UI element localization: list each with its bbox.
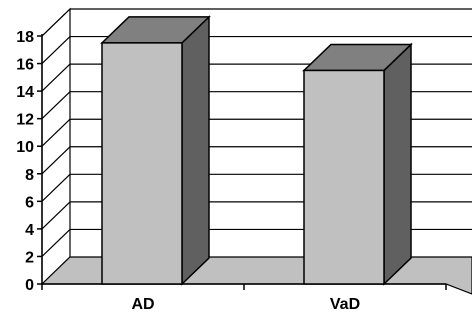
bar-front-face bbox=[101, 42, 183, 285]
x-tick-label: VaD bbox=[330, 296, 360, 313]
bars bbox=[100, 15, 413, 286]
y-tick-label: 16 bbox=[16, 57, 34, 74]
gridline-side bbox=[41, 63, 71, 92]
y-tick-label: 4 bbox=[25, 222, 34, 239]
gridline-side bbox=[41, 173, 71, 202]
y-tick-label: 10 bbox=[16, 139, 34, 156]
y-tick-label: 14 bbox=[16, 84, 34, 101]
bar-side-face bbox=[181, 15, 210, 286]
gridline-side bbox=[41, 118, 71, 147]
y-tick-label: 18 bbox=[16, 29, 34, 46]
y-tick-label: 2 bbox=[25, 249, 34, 266]
x-tick-label: AD bbox=[131, 296, 154, 313]
gridline-side bbox=[41, 36, 71, 64]
x-tick-labels: AD VaD bbox=[131, 296, 360, 313]
y-tick-label: 8 bbox=[25, 167, 34, 184]
gridline-side bbox=[41, 146, 71, 175]
bar-front-face bbox=[303, 69, 385, 285]
y-tick-label: 6 bbox=[25, 194, 34, 211]
bar-side-face bbox=[383, 42, 412, 286]
gridline-side bbox=[41, 91, 71, 120]
bar-vad bbox=[302, 42, 413, 286]
gridline-side bbox=[41, 229, 71, 257]
y-tick-label: 0 bbox=[25, 277, 34, 294]
bar-ad bbox=[100, 15, 211, 286]
gridline-side bbox=[41, 8, 71, 37]
gridline-side bbox=[41, 201, 71, 230]
y-tick-labels: 0 2 4 6 8 10 12 14 16 18 bbox=[16, 29, 34, 294]
y-tick-label: 12 bbox=[16, 112, 34, 129]
